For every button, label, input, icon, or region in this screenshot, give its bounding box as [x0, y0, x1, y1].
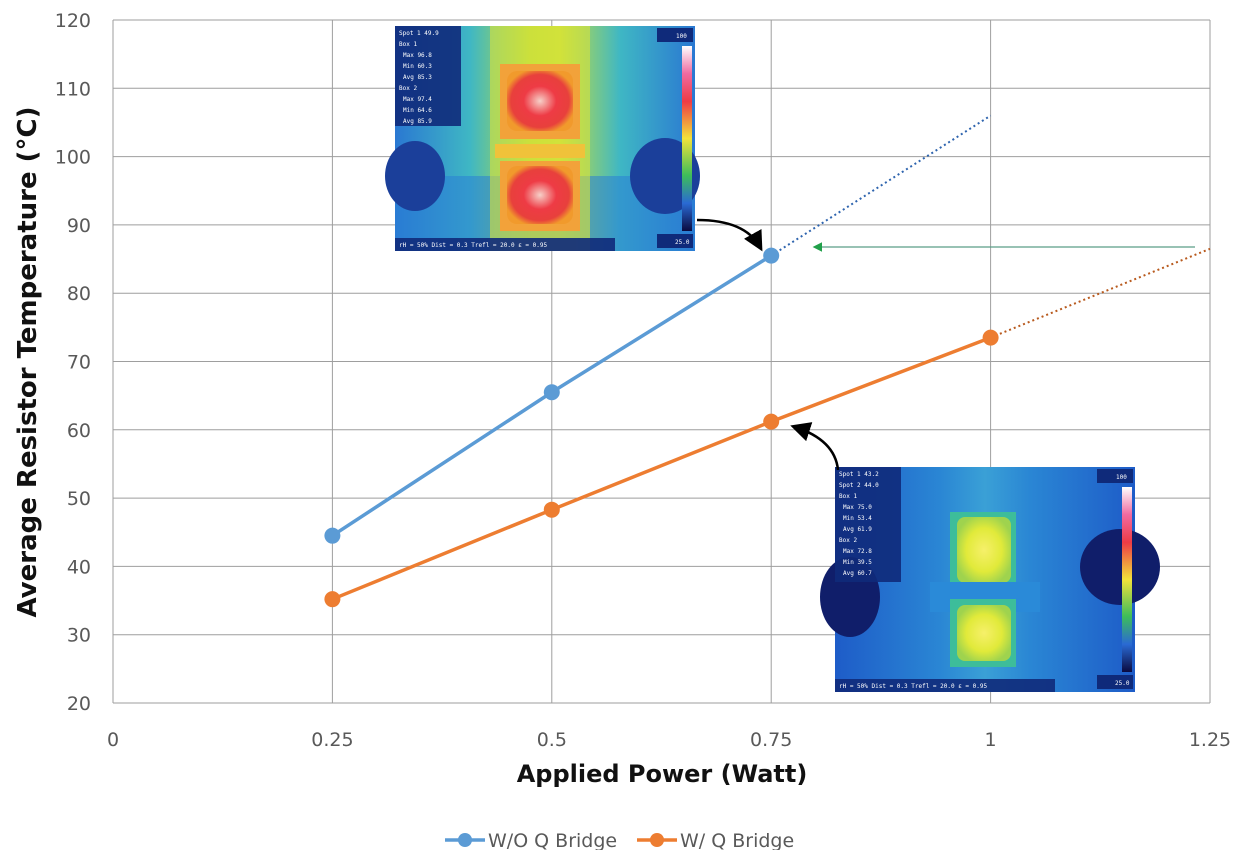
- svg-text:Box 2: Box 2: [839, 537, 857, 544]
- svg-text:rH = 50% Dist = 0.3 Trefl: rH = 50% Dist = 0.3 Trefl = 20.0 ε = 0.9…: [399, 242, 547, 249]
- scale-max-label: 100: [676, 33, 687, 40]
- scale-max-label: 100: [1116, 474, 1127, 481]
- svg-text:Min 39.5: Min 39.5: [843, 559, 872, 566]
- svg-text:Max 72.8: Max 72.8: [843, 548, 872, 555]
- series-line: [331, 335, 992, 601]
- data-point: [543, 384, 560, 401]
- x-tick-labels: 0 0.25 0.5 0.75 1 1.25: [107, 729, 1231, 751]
- y-tick-label: 120: [55, 10, 91, 32]
- data-point: [543, 501, 560, 518]
- data-point: [763, 247, 780, 264]
- y-tick-label: 70: [67, 352, 91, 374]
- svg-text:Avg 85.3: Avg 85.3: [403, 74, 432, 81]
- y-axis-title: Average Resistor Temperature (°C): [13, 106, 43, 617]
- svg-text:rH = 50% Dist = 0.3 Trefl: rH = 50% Dist = 0.3 Trefl = 20.0 ε = 0.9…: [839, 683, 987, 690]
- svg-text:Min 64.6: Min 64.6: [403, 107, 432, 114]
- x-tick-label: 0.75: [750, 729, 792, 751]
- scale-min-label: 25.0: [675, 239, 690, 246]
- y-tick-label: 50: [67, 488, 91, 510]
- svg-text:Spot 2 44.0: Spot 2 44.0: [839, 482, 879, 489]
- thermal-image-with-bridge: Spot 1 43.2 Spot 2 44.0 Box 1 Max 75.0 M…: [820, 467, 1160, 692]
- legend-swatch-marker: [650, 833, 664, 847]
- svg-text:Box 2: Box 2: [399, 85, 417, 92]
- x-tick-label: 1: [985, 729, 997, 751]
- y-tick-labels: 20 30 40 50 60 70 80 90 100 110 120: [55, 10, 91, 715]
- y-tick-label: 30: [67, 625, 91, 647]
- callout-arrow-bottom: [790, 422, 840, 471]
- x-tick-label: 0: [107, 729, 119, 751]
- svg-text:Avg 85.9: Avg 85.9: [403, 118, 432, 125]
- trend-line: [770, 114, 992, 257]
- svg-text:Avg 60.7: Avg 60.7: [843, 570, 872, 577]
- svg-text:Box 1: Box 1: [399, 41, 417, 48]
- series-layer: [324, 114, 1211, 608]
- thermal-image-without-bridge: Spot 1 49.9 Box 1 Max 96.8 Min 60.3 Avg …: [385, 26, 700, 251]
- y-tick-label: 80: [67, 283, 91, 305]
- svg-text:Max 97.4: Max 97.4: [403, 96, 432, 103]
- data-point: [324, 591, 341, 608]
- legend: W/O Q Bridge W/ Q Bridge: [445, 830, 794, 850]
- y-tick-label: 90: [67, 215, 91, 237]
- x-tick-label: 0.25: [311, 729, 353, 751]
- grid: [112, 19, 1211, 704]
- data-point: [324, 527, 341, 544]
- y-tick-label: 100: [55, 147, 91, 169]
- svg-text:Max 75.0: Max 75.0: [843, 504, 872, 511]
- data-point: [763, 413, 780, 430]
- svg-text:Spot 1 49.9: Spot 1 49.9: [399, 30, 439, 37]
- y-tick-label: 40: [67, 556, 91, 578]
- y-tick-label: 20: [67, 693, 91, 715]
- x-tick-label: 0.5: [537, 729, 567, 751]
- svg-text:Box 1: Box 1: [839, 493, 857, 500]
- svg-text:Min 53.4: Min 53.4: [843, 515, 872, 522]
- legend-swatch-marker: [458, 833, 472, 847]
- y-tick-label: 60: [67, 420, 91, 442]
- series-2: [324, 247, 1211, 608]
- x-tick-label: 1.25: [1189, 729, 1231, 751]
- x-axis-title: Applied Power (Watt): [517, 760, 808, 788]
- legend-label: W/ Q Bridge: [680, 830, 794, 850]
- svg-text:Max 96.8: Max 96.8: [403, 52, 432, 59]
- svg-text:Avg 61.9: Avg 61.9: [843, 526, 872, 533]
- data-point: [982, 329, 999, 346]
- scale-min-label: 25.0: [1115, 680, 1130, 687]
- legend-label: W/O Q Bridge: [488, 830, 617, 850]
- y-tick-label: 110: [55, 78, 91, 100]
- callout-arrow-top: [696, 218, 763, 252]
- svg-text:Min 60.3: Min 60.3: [403, 63, 432, 70]
- svg-text:Spot 1 43.2: Spot 1 43.2: [839, 471, 879, 478]
- series-1: [324, 114, 992, 544]
